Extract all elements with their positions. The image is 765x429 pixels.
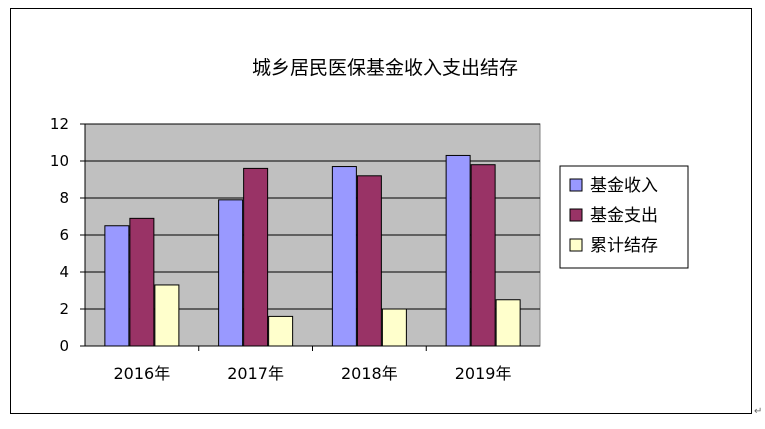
bar (268, 315, 294, 347)
legend-label: 累计结存 (590, 236, 658, 256)
bar (243, 167, 269, 347)
legend-label: 基金收入 (590, 176, 658, 196)
legend-label: 基金支出 (590, 206, 658, 226)
x-tick-label: 2016年 (114, 364, 171, 383)
legend-swatch (569, 238, 583, 252)
legend-swatch (569, 178, 583, 192)
y-tick-label: 6 (59, 226, 69, 244)
x-tick-label: 2019年 (455, 364, 512, 383)
y-tick-label: 4 (59, 263, 69, 281)
y-tick-label: 10 (50, 152, 69, 170)
bar (154, 284, 180, 347)
chart-title: 城乡居民医保基金收入支出结存 (252, 57, 518, 79)
bar (495, 299, 521, 347)
paragraph-mark: ↵ (754, 406, 763, 417)
bar (470, 164, 496, 347)
y-tick-label: 8 (59, 189, 69, 207)
bar (445, 154, 471, 347)
bar (331, 166, 357, 347)
bar (104, 225, 130, 347)
bar (356, 175, 382, 347)
bar (129, 217, 155, 347)
bar (218, 199, 244, 347)
x-tick-label: 2017年 (227, 364, 284, 383)
y-tick-label: 2 (59, 300, 69, 318)
plot-area: 0 2 4 6 8 10 12 2016年 2017年 2018年 2019年 (50, 115, 541, 383)
legend-swatch (569, 208, 583, 222)
y-tick-label: 0 (59, 337, 69, 355)
x-tick-label: 2018年 (341, 364, 398, 383)
y-tick-label: 12 (50, 115, 69, 133)
bar (381, 308, 407, 347)
